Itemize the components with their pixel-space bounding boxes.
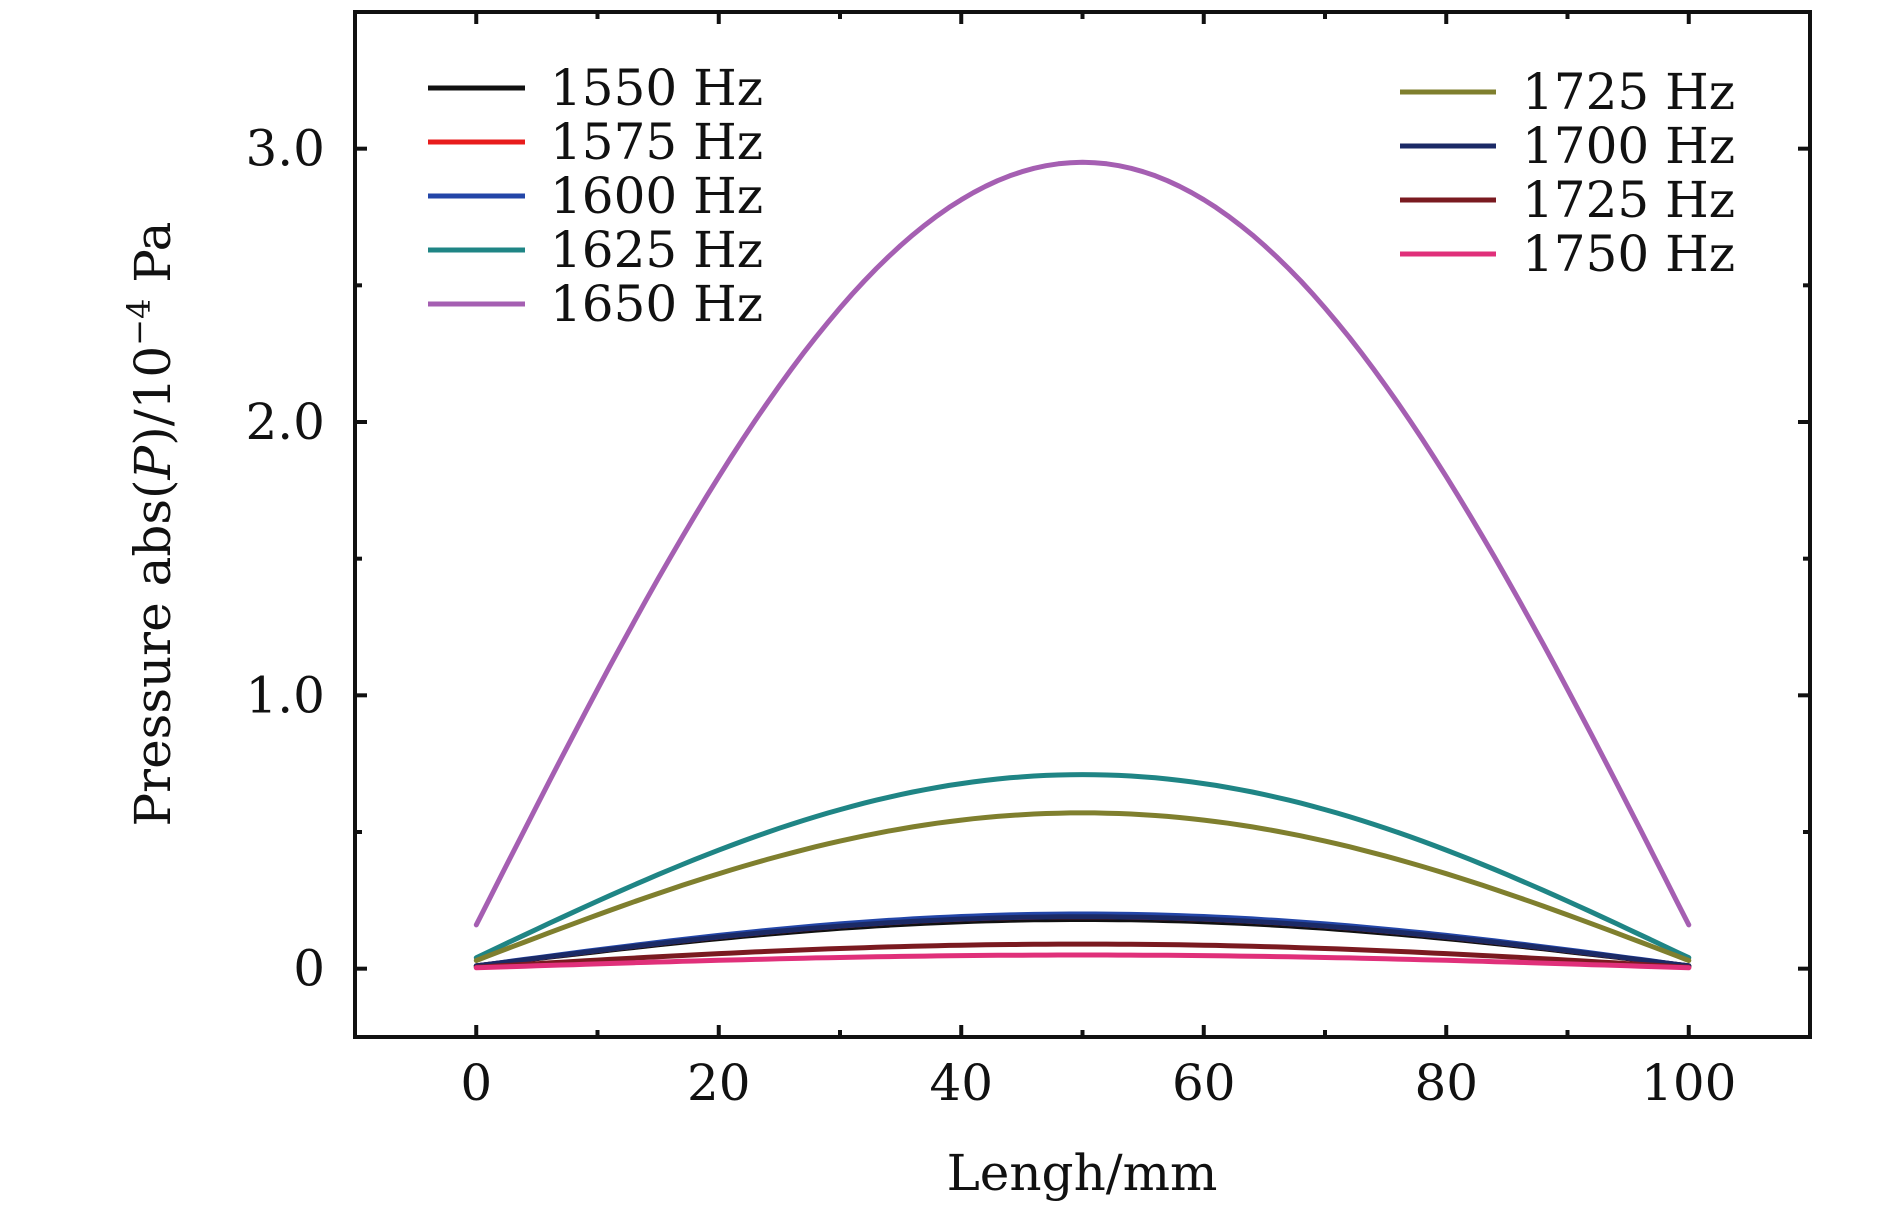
legend-label-2: 1600 Hz xyxy=(550,167,763,225)
legend-entry-4: 1650 Hz xyxy=(428,275,763,333)
y-axis-title-unit: Pa xyxy=(124,222,182,299)
legend-entry-1: 1575 Hz xyxy=(428,113,763,171)
y-axis-title-mid: )/10 xyxy=(124,346,182,446)
x-tick-label-5: 100 xyxy=(1641,1054,1736,1112)
series-layer xyxy=(473,159,1692,971)
y-axis-title-prefix: Pressure abs( xyxy=(124,479,182,826)
legend-label-8: 1750 Hz xyxy=(1522,225,1735,283)
x-tick-label-2: 40 xyxy=(929,1054,993,1112)
x-tick-label-3: 60 xyxy=(1172,1054,1236,1112)
legend-entry-5: 1725 Hz xyxy=(1400,63,1735,121)
y-tick-label-1: 1.0 xyxy=(245,666,325,724)
x-axis-title: Lengh/mm xyxy=(947,1144,1218,1202)
legend-entry-6: 1700 Hz xyxy=(1400,117,1735,175)
x-tick-label-1: 20 xyxy=(687,1054,751,1112)
legend-label-4: 1650 Hz xyxy=(550,275,763,333)
legend-entry-3: 1625 Hz xyxy=(428,221,763,279)
y-tick-label-0: 0 xyxy=(293,940,325,998)
legend-label-7: 1725 Hz xyxy=(1522,171,1735,229)
legend-label-1: 1575 Hz xyxy=(550,113,763,171)
legend-entry-8: 1750 Hz xyxy=(1400,225,1735,283)
legend-entry-7: 1725 Hz xyxy=(1400,171,1735,229)
tick-labels: 0 20 40 60 80 100 0 1.0 2.0 3.0 xyxy=(245,120,1736,1112)
y-axis-title-variable: P xyxy=(124,444,182,480)
y-tick-label-2: 2.0 xyxy=(245,393,325,451)
series-line-7 xyxy=(473,941,1692,970)
series-line-5 xyxy=(473,810,1692,963)
legend-label-0: 1550 Hz xyxy=(550,59,763,117)
legend-label-5: 1725 Hz xyxy=(1522,63,1735,121)
series-line-6 xyxy=(473,914,1692,969)
y-axis-title-exponent: −4 xyxy=(120,299,158,346)
legend-label-3: 1625 Hz xyxy=(550,221,763,279)
legend-label-6: 1700 Hz xyxy=(1522,117,1735,175)
y-axis-title: Pressure abs(P)/10−4 Pa xyxy=(120,222,182,827)
axis-ticks xyxy=(353,10,1812,1037)
x-tick-label-0: 0 xyxy=(460,1054,492,1112)
y-tick-label-3: 3.0 xyxy=(245,120,325,178)
series-line-8 xyxy=(473,952,1692,971)
series-line-3 xyxy=(473,772,1692,961)
x-tick-label-4: 80 xyxy=(1414,1054,1478,1112)
series-line-4 xyxy=(473,159,1692,928)
legend-entry-2: 1600 Hz xyxy=(428,167,763,225)
legend-entry-0: 1550 Hz xyxy=(428,59,763,117)
